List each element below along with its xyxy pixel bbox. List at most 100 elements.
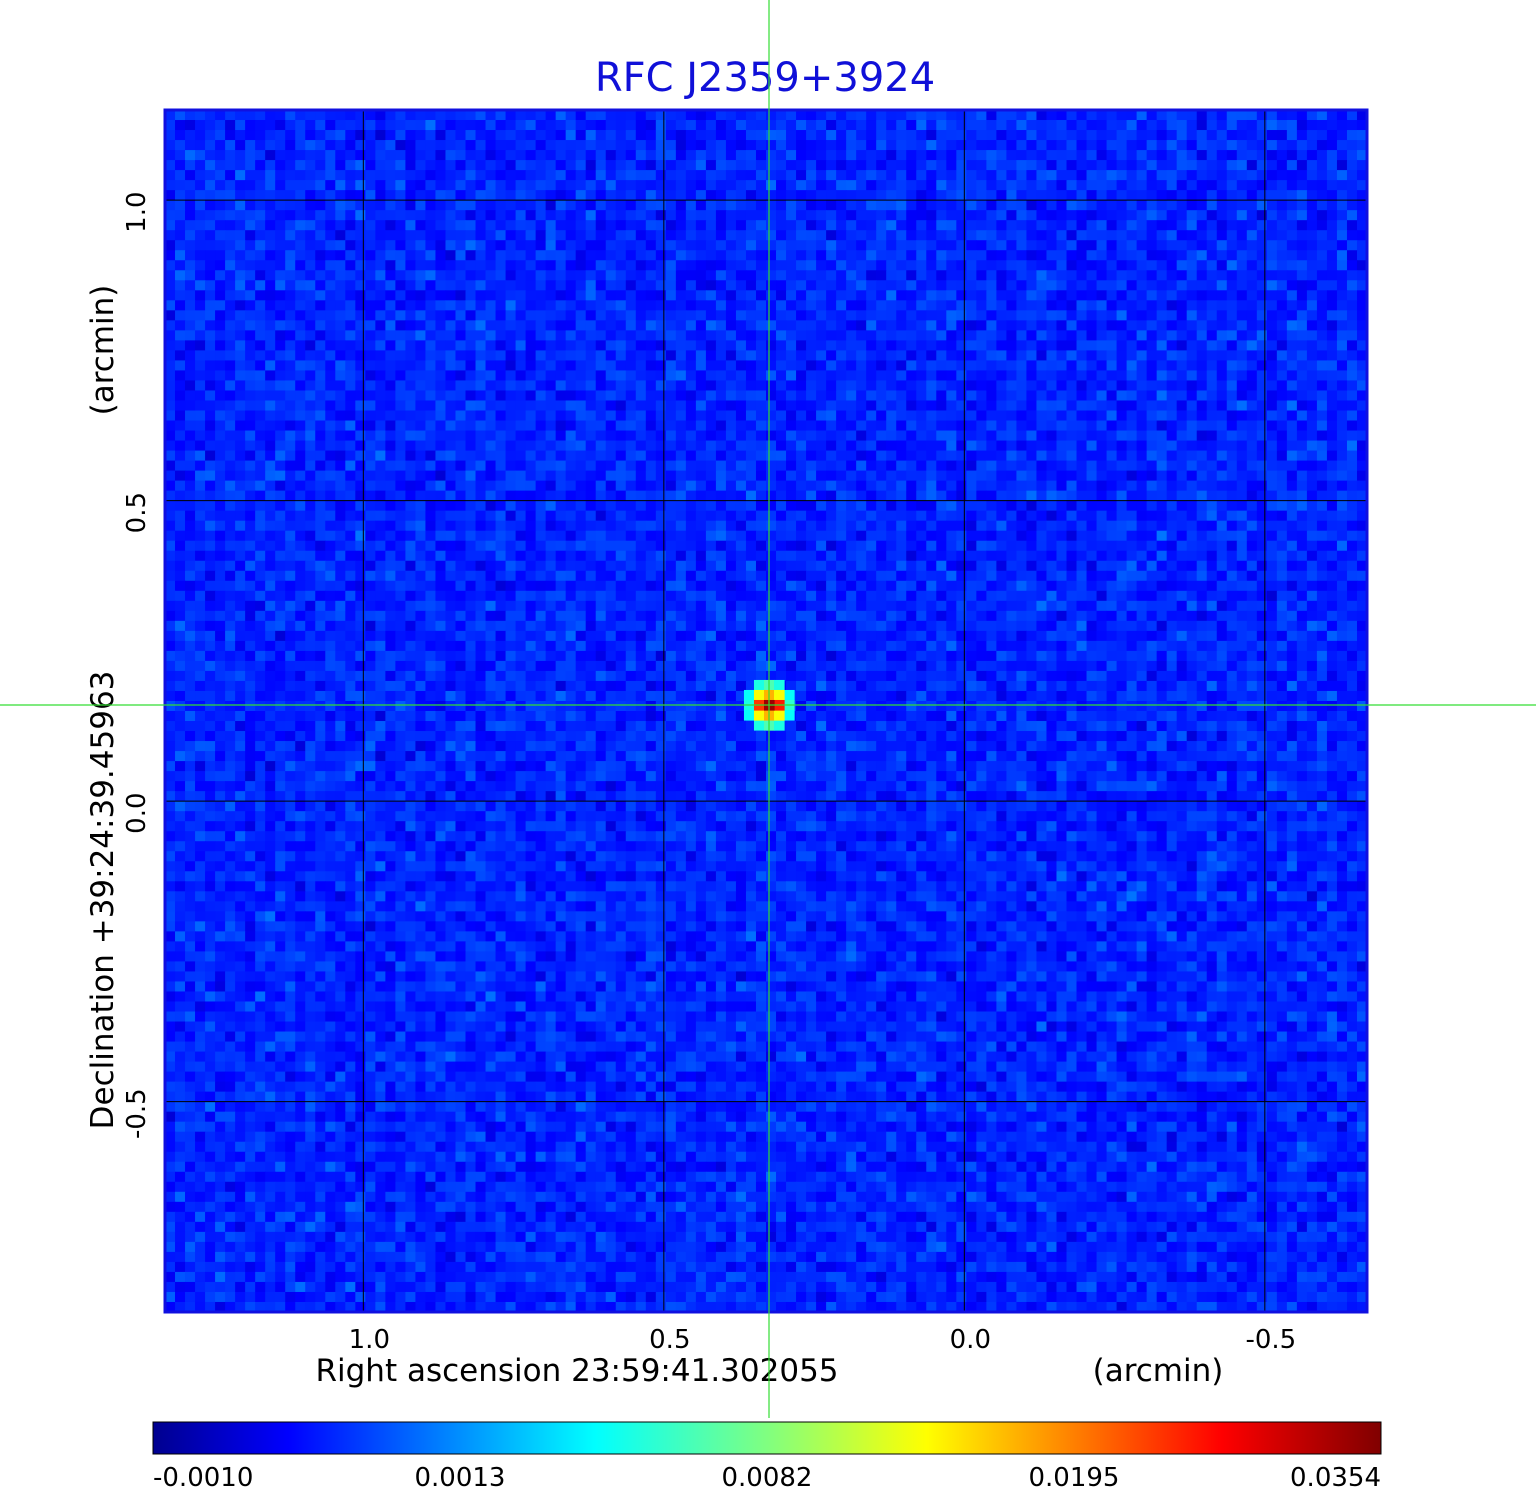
heatmap-cell: [776, 110, 787, 121]
heatmap-cell: [1096, 250, 1108, 261]
heatmap-cell: [1206, 350, 1218, 362]
heatmap-cell: [1196, 360, 1208, 372]
heatmap-cell: [385, 500, 396, 512]
heatmap-cell: [1076, 510, 1088, 522]
heatmap-cell: [1206, 300, 1218, 311]
heatmap-cell: [1326, 330, 1338, 341]
heatmap-cell: [1256, 490, 1268, 502]
heatmap-cell: [816, 390, 827, 402]
heatmap-cell: [385, 370, 396, 382]
heatmap-cell: [225, 250, 236, 261]
heatmap-cell: [1136, 300, 1148, 311]
heatmap-cell: [766, 310, 777, 321]
heatmap-cell: [766, 510, 777, 522]
heatmap-cell: [225, 520, 236, 532]
heatmap-cell: [866, 450, 877, 462]
heatmap-cell: [806, 230, 817, 241]
heatmap-cell: [325, 370, 336, 382]
heatmap-cell: [1126, 170, 1138, 181]
heatmap-cell: [215, 330, 226, 341]
heatmap-cell: [365, 340, 376, 351]
heatmap-cell: [1356, 460, 1367, 472]
heatmap-cell: [796, 220, 807, 231]
heatmap-cell: [1116, 280, 1128, 291]
heatmap-cell: [735, 120, 747, 131]
heatmap-cell: [1356, 420, 1367, 432]
heatmap-cell: [175, 420, 186, 432]
heatmap-cell: [806, 130, 817, 141]
heatmap-cell: [505, 370, 517, 382]
heatmap-cell: [575, 270, 587, 281]
heatmap-cell: [1336, 390, 1348, 402]
heatmap-cell: [1116, 430, 1128, 442]
heatmap-cell: [165, 170, 176, 181]
heatmap-cell: [806, 340, 817, 351]
heatmap-cell: [435, 310, 447, 321]
heatmap-cell: [185, 430, 196, 442]
heatmap-cell: [445, 120, 457, 131]
heatmap-cell: [1076, 180, 1088, 191]
heatmap-cell: [1326, 230, 1338, 241]
heatmap-cell: [1196, 460, 1208, 472]
heatmap-cell: [1106, 270, 1118, 281]
heatmap-cell: [1276, 170, 1288, 181]
heatmap-cell: [505, 190, 517, 201]
heatmap-cell: [986, 300, 997, 311]
heatmap-cell: [1026, 400, 1038, 412]
heatmap-cell: [1216, 240, 1228, 251]
heatmap-cell: [1316, 340, 1328, 351]
heatmap-cell: [425, 120, 437, 131]
heatmap-cell: [295, 450, 306, 462]
heatmap-cell: [866, 190, 877, 201]
heatmap-cell: [1276, 230, 1288, 241]
heatmap-cell: [1336, 250, 1348, 261]
heatmap-cell: [786, 430, 797, 442]
heatmap-cell: [425, 170, 437, 181]
heatmap-cell: [615, 500, 627, 512]
heatmap-cell: [225, 430, 236, 442]
heatmap-cell: [345, 150, 356, 161]
heatmap-cell: [976, 110, 987, 121]
heatmap-cell: [956, 370, 967, 382]
heatmap-cell: [866, 500, 877, 512]
heatmap-cell: [1116, 470, 1128, 482]
heatmap-cell: [265, 240, 276, 251]
heatmap-cell: [1156, 170, 1168, 181]
heatmap-cell: [916, 300, 927, 311]
heatmap-cell: [385, 290, 396, 301]
heatmap-cell: [335, 380, 346, 392]
heatmap-cell: [225, 480, 236, 492]
heatmap-cell: [916, 340, 927, 351]
heatmap-cell: [385, 490, 396, 502]
heatmap-cell: [375, 420, 386, 432]
heatmap-cell: [766, 190, 777, 201]
heatmap-cell: [1306, 250, 1318, 261]
heatmap-cell: [205, 170, 216, 181]
heatmap-cell: [816, 210, 827, 221]
heatmap-cell: [876, 230, 887, 241]
heatmap-cell: [1076, 380, 1088, 392]
heatmap-cell: [1156, 200, 1168, 211]
heatmap-cell: [415, 220, 427, 231]
heatmap-cell: [315, 320, 326, 331]
heatmap-cell: [725, 440, 737, 452]
heatmap-cell: [1046, 340, 1058, 351]
heatmap-cell: [695, 510, 707, 522]
heatmap-cell: [1146, 490, 1158, 502]
heatmap-cell: [896, 490, 907, 502]
heatmap-cell: [695, 320, 707, 331]
heatmap-cell: [375, 370, 386, 382]
heatmap-cell: [475, 260, 487, 271]
heatmap-cell: [625, 460, 637, 472]
heatmap-cell: [205, 370, 216, 382]
heatmap-cell: [725, 230, 737, 241]
heatmap-cell: [1326, 340, 1338, 351]
heatmap-cell: [715, 110, 727, 121]
heatmap-cell: [1136, 510, 1148, 522]
heatmap-cell: [715, 280, 727, 291]
heatmap-cell: [1046, 120, 1058, 131]
heatmap-cell: [205, 250, 216, 261]
heatmap-cell: [1346, 500, 1358, 512]
heatmap-cell: [735, 370, 747, 382]
heatmap-cell: [906, 260, 917, 271]
